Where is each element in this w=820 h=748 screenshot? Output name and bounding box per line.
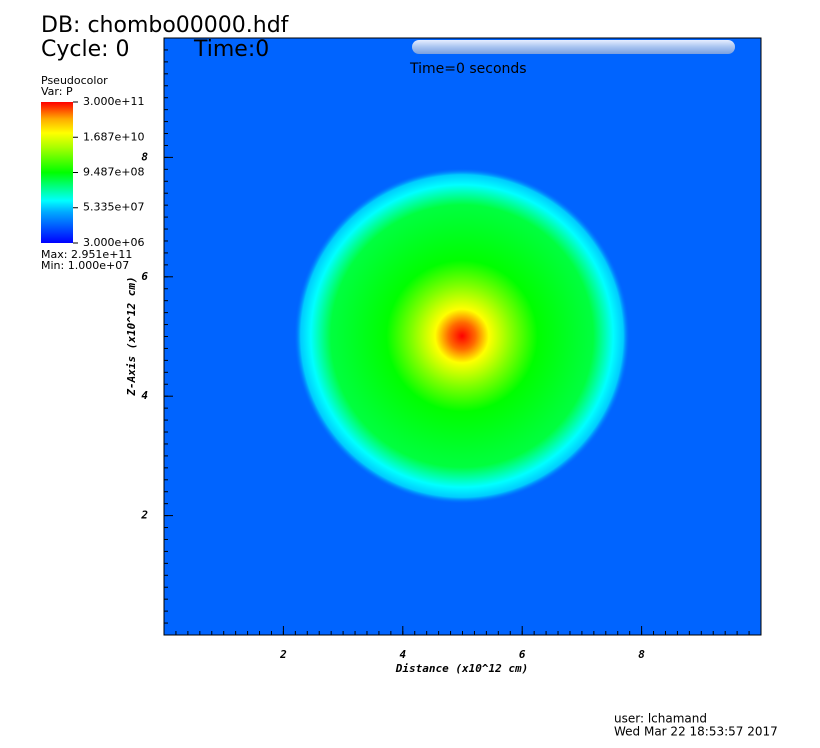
time-annotation: Time=0 seconds bbox=[409, 61, 527, 77]
colorbar-tick-label: 5.335e+07 bbox=[83, 201, 144, 214]
cycle: Cycle: 0 bbox=[41, 37, 130, 62]
max: Max: 2.951e+11 bbox=[41, 248, 132, 261]
y-tick-label: 2 bbox=[140, 509, 148, 522]
y-tick-label: 6 bbox=[141, 270, 148, 283]
time: Time:0 bbox=[193, 37, 269, 62]
y-tick-label: 4 bbox=[141, 389, 148, 402]
x-axis-label: Distance (x10^12 cm) bbox=[395, 662, 528, 675]
pressure-field bbox=[294, 168, 630, 504]
database: DB: chombo00000.hdf bbox=[41, 13, 290, 38]
colorbar-tick-label: 3.000e+06 bbox=[83, 236, 144, 249]
x-tick-label: 6 bbox=[519, 648, 526, 661]
variable: Var: P bbox=[41, 85, 73, 98]
colorbar-tick-label: 9.487e+08 bbox=[83, 165, 144, 178]
y-tick-label: 8 bbox=[141, 150, 148, 163]
x-tick-label: 8 bbox=[638, 648, 645, 661]
time-slider bbox=[412, 40, 735, 54]
colorbar-tick-label: 3.000e+11 bbox=[83, 95, 144, 108]
date: Wed Mar 22 18:53:57 2017 bbox=[614, 725, 778, 739]
colorbar bbox=[41, 102, 73, 243]
x-tick-label: 2 bbox=[279, 648, 287, 661]
plot-name: Pseudocolor bbox=[41, 74, 108, 87]
min: Min: 1.000e+07 bbox=[41, 259, 129, 272]
colorbar-tick-label: 1.687e+10 bbox=[83, 130, 144, 143]
y-axis-label: Z-Axis (x10^12 cm) bbox=[125, 276, 138, 396]
user: user: lchamand bbox=[614, 712, 707, 726]
x-tick-label: 4 bbox=[399, 648, 406, 661]
